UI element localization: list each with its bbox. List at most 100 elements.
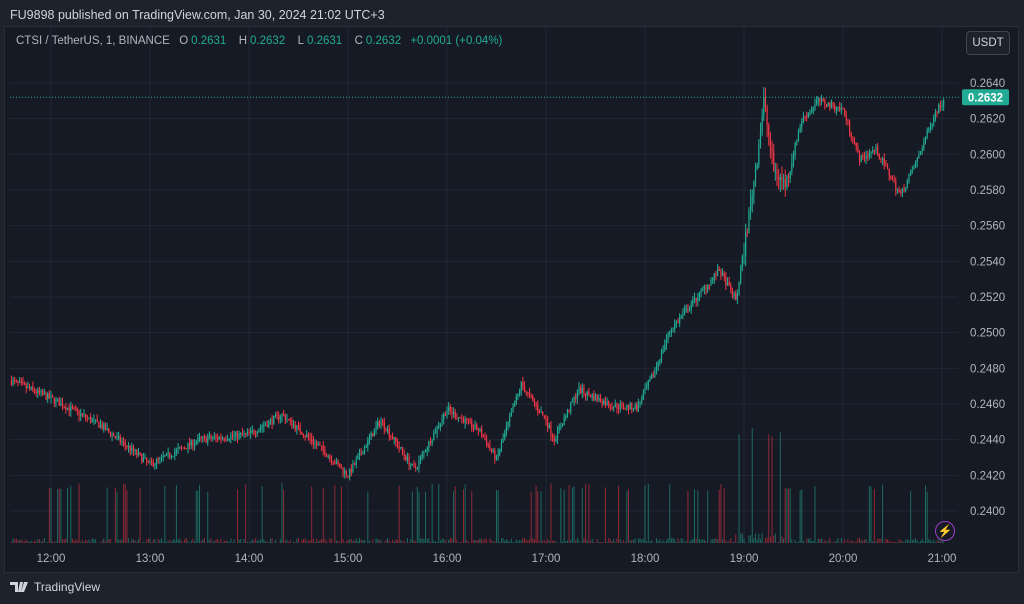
candle-body — [152, 462, 154, 467]
volume-bar — [547, 538, 549, 543]
candle-body — [553, 438, 555, 442]
currency-button[interactable]: USDT — [966, 31, 1010, 55]
candle-body — [390, 436, 392, 438]
volume-bar — [118, 539, 120, 543]
open-value: O 0.2631 — [179, 35, 227, 47]
volume-bar — [797, 541, 799, 543]
symbol-name[interactable]: CTSI / TetherUS, 1, BINANCE — [16, 35, 170, 47]
volume-bar — [58, 488, 60, 543]
chart-pane[interactable] — [4, 26, 1019, 573]
volume-bar — [816, 542, 818, 543]
volume-bar — [464, 484, 466, 543]
volume-bar — [863, 539, 865, 543]
volume-bar — [474, 540, 476, 543]
x-tick-label: 12:00 — [37, 553, 66, 565]
candle-body — [542, 411, 544, 416]
volume-bar — [269, 538, 271, 543]
candle-body — [423, 451, 425, 454]
candle-body — [589, 394, 592, 398]
candle-body — [486, 439, 488, 446]
candle-body — [636, 405, 638, 411]
candle-body — [99, 424, 102, 428]
candle-body — [530, 394, 532, 396]
volume-bar — [162, 541, 164, 543]
candle-body — [941, 105, 943, 107]
candle-body — [256, 432, 258, 434]
candle-body — [17, 380, 19, 383]
x-tick-label: 21:00 — [928, 553, 957, 565]
candle-body — [94, 419, 97, 421]
candle-body — [847, 119, 849, 122]
candle-body — [520, 382, 522, 391]
volume-bar — [918, 541, 920, 543]
candle-body — [309, 437, 311, 439]
volume-bar — [842, 542, 844, 543]
candle-body — [494, 450, 496, 460]
volume-bar — [208, 539, 210, 543]
volume-bar — [926, 491, 928, 543]
volume-bar — [702, 539, 704, 543]
candle-body — [324, 450, 326, 456]
candle-body — [263, 425, 265, 427]
volume-bar — [157, 539, 159, 543]
volume-bar — [423, 538, 425, 543]
volume-bar — [731, 542, 733, 543]
candle-body — [781, 176, 783, 181]
candle-body — [109, 431, 111, 436]
volume-bar — [727, 542, 728, 543]
candle-body — [484, 436, 486, 440]
candle-body — [349, 469, 351, 478]
volume-bar — [195, 490, 197, 543]
candle-body — [644, 388, 646, 394]
volume-bar — [372, 539, 374, 543]
candle-body — [893, 180, 895, 182]
candle-body — [819, 98, 821, 102]
candle-body — [497, 453, 499, 456]
candle-body — [552, 435, 554, 439]
volume-bar — [774, 533, 776, 543]
volume-bar — [298, 537, 299, 543]
volume-bar — [915, 538, 917, 543]
volume-bar — [550, 483, 552, 543]
volume-bar — [362, 539, 364, 543]
volume-bar — [764, 538, 766, 543]
volume-bar — [137, 538, 139, 543]
candle-body — [690, 304, 692, 310]
tradingview-logo[interactable]: TradingView — [10, 580, 100, 594]
candle-body — [413, 463, 415, 468]
volume-bar — [63, 539, 65, 543]
candle-body — [794, 142, 796, 155]
candle-body — [522, 382, 524, 387]
candle-body — [327, 456, 329, 458]
candle-body — [114, 436, 116, 438]
volume-bar — [124, 484, 126, 543]
volume-bar — [674, 539, 676, 543]
volume-bar — [707, 490, 709, 543]
candle-body — [669, 331, 671, 334]
candle-body — [147, 461, 149, 463]
candle-body — [367, 439, 369, 447]
volume-bar — [245, 484, 247, 543]
candle-body — [383, 421, 385, 429]
volume-bar — [387, 537, 389, 543]
candle-body — [363, 447, 366, 454]
volume-bar — [880, 538, 882, 543]
candle-body — [330, 457, 333, 462]
lightning-icon[interactable]: ⚡ — [935, 521, 955, 541]
candle-body — [121, 441, 123, 443]
volume-bar — [281, 483, 283, 543]
candle-body — [393, 437, 395, 440]
candle-body — [347, 475, 349, 478]
candle-body — [345, 470, 347, 476]
candle-body — [802, 116, 804, 122]
candle-body — [646, 386, 648, 389]
candle-body — [319, 444, 321, 446]
volume-bar — [12, 538, 14, 543]
volume-bar — [586, 540, 588, 543]
candle-body — [862, 155, 864, 157]
candle-body — [863, 156, 866, 159]
volume-bar — [454, 486, 456, 543]
candle-body — [75, 408, 77, 410]
volume-bar — [933, 539, 935, 543]
